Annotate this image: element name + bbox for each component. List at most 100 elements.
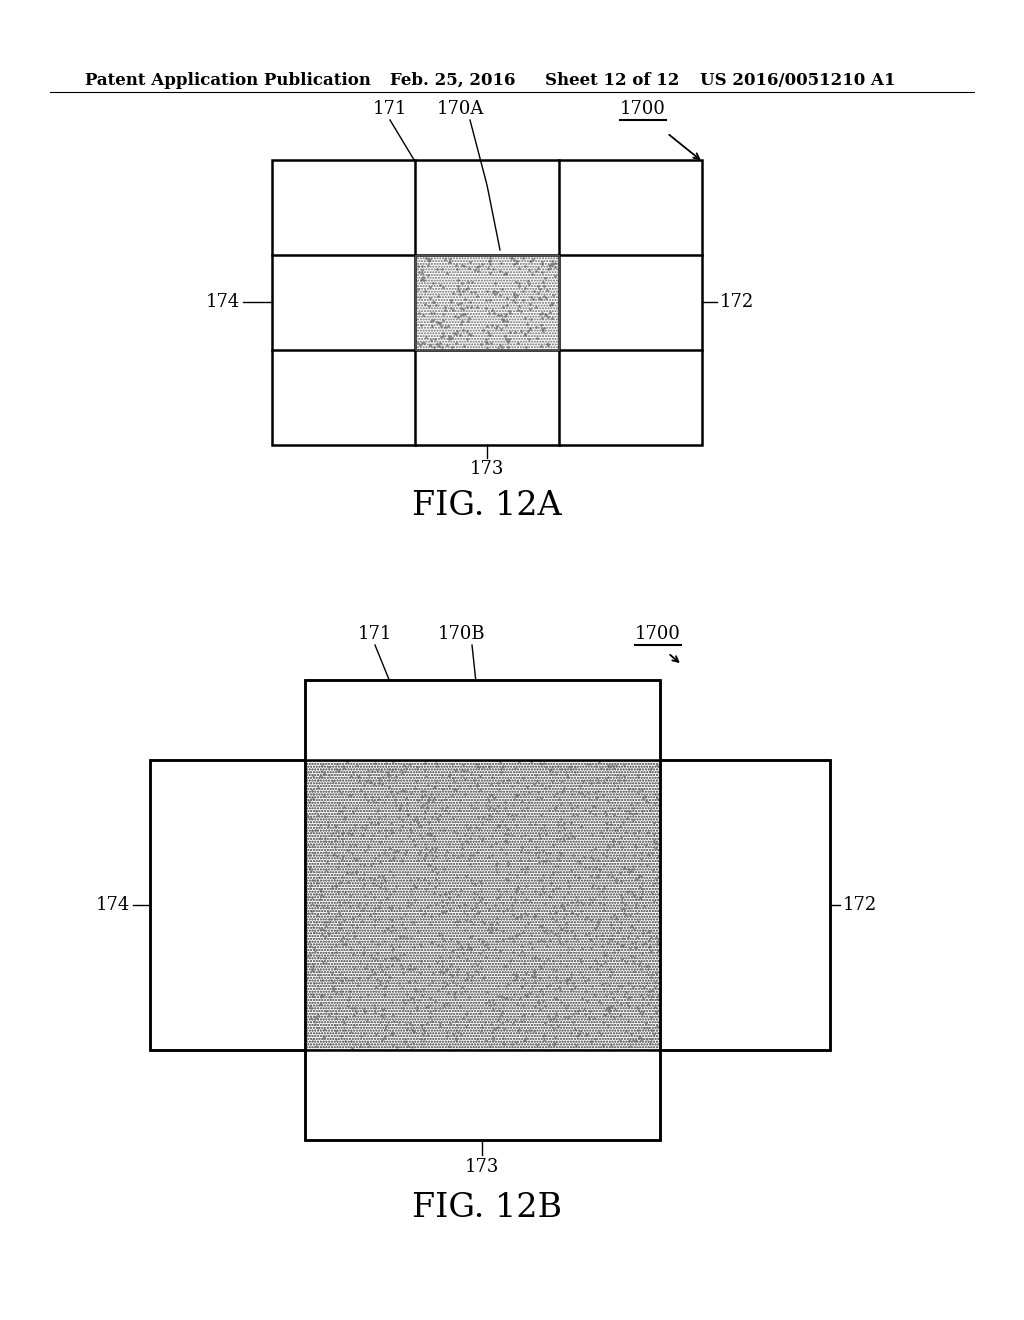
Point: [516, 903, 532, 924]
Point: [337, 882, 353, 903]
Point: [545, 950, 561, 972]
Point: [544, 756, 560, 777]
Point: [536, 286, 552, 308]
Point: [379, 970, 395, 991]
Point: [314, 919, 331, 940]
Point: [307, 801, 324, 822]
Point: [310, 867, 327, 888]
Point: [506, 788, 522, 809]
Point: [609, 933, 626, 954]
Point: [379, 887, 395, 908]
Point: [403, 1036, 420, 1057]
Point: [345, 1015, 361, 1036]
Point: [411, 989, 427, 1010]
Point: [529, 781, 546, 803]
Point: [304, 780, 321, 801]
Point: [517, 973, 534, 994]
Point: [614, 935, 631, 956]
Point: [481, 248, 498, 269]
Point: [431, 313, 447, 334]
Point: [420, 264, 436, 285]
Point: [547, 978, 563, 999]
Point: [612, 764, 629, 785]
Point: [646, 972, 663, 993]
Point: [329, 846, 345, 867]
Point: [444, 768, 461, 789]
Point: [620, 1010, 636, 1031]
Point: [479, 982, 496, 1003]
Point: [571, 776, 588, 797]
Point: [529, 276, 546, 297]
Point: [437, 883, 454, 904]
Point: [485, 302, 502, 323]
Point: [318, 845, 335, 866]
Point: [520, 849, 537, 870]
Point: [569, 928, 586, 949]
Point: [343, 1031, 359, 1052]
Point: [365, 948, 381, 969]
Point: [615, 845, 632, 866]
Point: [534, 308, 550, 329]
Point: [596, 894, 612, 915]
Point: [526, 966, 543, 987]
Point: [383, 820, 399, 841]
Point: [421, 787, 437, 808]
Point: [544, 873, 560, 894]
Point: [648, 754, 665, 775]
Point: [538, 288, 554, 309]
Point: [478, 331, 495, 352]
Point: [442, 297, 459, 318]
Point: [577, 799, 593, 820]
Point: [421, 812, 437, 833]
Point: [603, 913, 620, 935]
Point: [366, 774, 382, 795]
Point: [453, 982, 469, 1003]
Point: [602, 965, 618, 986]
Point: [481, 899, 498, 920]
Point: [549, 828, 565, 849]
Point: [444, 1023, 461, 1044]
Point: [434, 322, 451, 343]
Point: [630, 828, 646, 849]
Point: [626, 952, 642, 973]
Point: [484, 999, 501, 1020]
Point: [306, 842, 323, 863]
Point: [593, 993, 609, 1014]
Point: [376, 999, 392, 1020]
Point: [556, 907, 572, 928]
Point: [410, 333, 426, 354]
Point: [408, 978, 424, 999]
Point: [339, 752, 355, 774]
Point: [634, 873, 650, 894]
Point: [575, 894, 592, 915]
Point: [361, 772, 378, 793]
Point: [481, 913, 498, 935]
Point: [643, 979, 659, 1001]
Point: [583, 1030, 599, 1051]
Point: [542, 842, 558, 863]
Point: [305, 953, 322, 974]
Point: [463, 969, 479, 990]
Point: [417, 752, 433, 774]
Point: [557, 1007, 573, 1028]
Point: [646, 890, 663, 911]
Point: [369, 801, 385, 822]
Point: [485, 994, 502, 1015]
Point: [384, 991, 400, 1012]
Point: [509, 284, 525, 305]
Point: [346, 820, 362, 841]
Point: [464, 822, 480, 843]
Point: [402, 783, 419, 804]
Point: [488, 833, 505, 854]
Point: [615, 857, 632, 878]
Point: [475, 319, 492, 341]
Point: [397, 843, 414, 865]
Point: [501, 301, 517, 322]
Point: [646, 1023, 663, 1044]
Point: [431, 313, 447, 334]
Point: [388, 875, 404, 896]
Point: [409, 756, 425, 777]
Point: [569, 904, 586, 925]
Point: [304, 960, 321, 981]
Point: [417, 903, 433, 924]
